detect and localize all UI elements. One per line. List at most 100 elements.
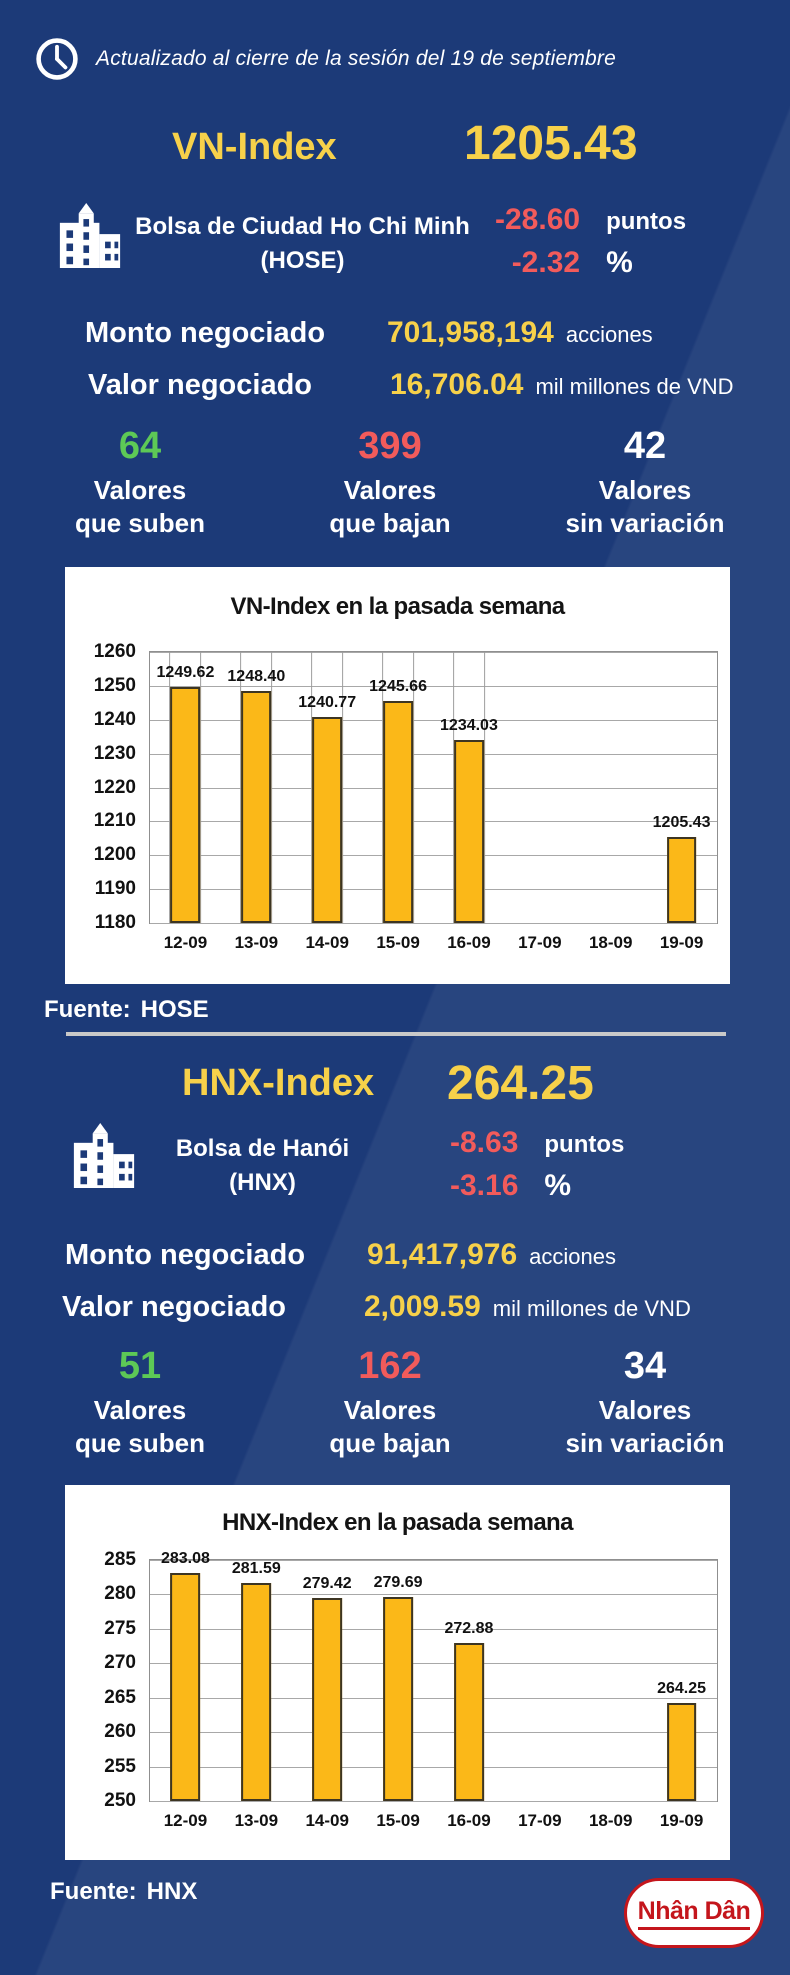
bar-12-09: [170, 687, 201, 923]
x-axis-category-label: 13-09: [234, 933, 279, 952]
hnx-exchange-name: Bolsa de Hanói (HNX): [140, 1132, 385, 1200]
x-axis-category-label: 17-09: [518, 933, 562, 952]
vn-decliners-label1: Valores: [343, 475, 437, 505]
hnx-unchanged-label2: sin variación: [565, 1428, 725, 1458]
hnx-index-value: 264.25: [447, 1057, 594, 1110]
bar-value-label: 1205.43: [652, 813, 711, 831]
chart-plot-area: 285 280 275 270 265 260 255 250 12-09 283.08 13-09…: [104, 1549, 718, 1830]
bar-value-label: 283.08: [160, 1550, 210, 1568]
bar-value-label: 281.59: [231, 1560, 281, 1578]
vn-exchange-name: Bolsa de Ciudad Ho Chi Minh (HOSE): [135, 210, 470, 278]
x-axis-category-label: 16-09: [447, 933, 491, 952]
hnx-change-points: -8.63: [450, 1126, 519, 1159]
y-gridline: [150, 821, 717, 823]
x-axis-category-label: 19-09: [659, 933, 704, 952]
hnx-exchange-name-line: Bolsa de Hanói: [175, 1135, 350, 1162]
x-axis-category-label: 18-09: [588, 933, 633, 952]
y-axis-tick-label: 1190: [94, 878, 136, 900]
x-axis-category-label: 15-09: [376, 933, 420, 952]
vn-source: Fuente: HOSE: [44, 996, 209, 1024]
y-gridline: [150, 1594, 717, 1596]
y-gridline: [150, 1766, 717, 1768]
hnx-advancers-count: 51: [118, 1345, 162, 1387]
building-icon: [73, 1123, 135, 1188]
y-axis-tick-label: 1220: [93, 776, 136, 798]
hnx-value-value: 2,009.59: [364, 1290, 481, 1323]
hnx-volume-value: 91,417,976: [367, 1238, 518, 1271]
vn-index-name: VN-Index: [172, 126, 337, 168]
bar-13-09: [241, 691, 272, 923]
vn-advancers-count: 64: [118, 425, 162, 467]
vn-unchanged-label1: Valores: [598, 475, 692, 505]
y-axis-tick-label: 1200: [93, 844, 136, 866]
vn-index-value: 1205.43: [464, 117, 638, 170]
ghost-column-line: [311, 652, 344, 923]
vn-breadth-stats: 64 Valores que suben 399 Valores que baj…: [15, 426, 775, 540]
y-gridline: [150, 1801, 717, 1802]
bar-12-09: [170, 1573, 201, 1801]
vn-volume-value: 701,958,194: [387, 316, 554, 349]
y-gridline: [150, 855, 717, 857]
hnx-source: Fuente: HNX: [50, 1878, 197, 1906]
y-gridline: [150, 1732, 717, 1734]
bar-16-09: [454, 1643, 484, 1801]
bar-15-09: [383, 1596, 413, 1801]
clock-icon: [36, 38, 78, 80]
bar-19-09: [666, 836, 697, 923]
vn-volume-unit: acciones: [565, 322, 653, 347]
vn-unchanged-label2: sin variación: [565, 508, 725, 538]
vn-decliners-count: 399: [358, 425, 422, 467]
y-gridline: [150, 1560, 717, 1561]
vn-advancers-label1: Valores: [93, 475, 187, 505]
hnx-unchanged: 34 Valores sin variación: [515, 1346, 775, 1460]
hnx-points-label: puntos: [544, 1131, 625, 1158]
x-axis-category-label: 16-09: [447, 1811, 491, 1830]
vn-exchange-name-line: Bolsa de Ciudad Ho Chi Minh: [135, 213, 470, 240]
hnx-volume-row: Monto negociado 91,417,976 acciones: [65, 1238, 616, 1272]
y-axis-tick-label: 265: [104, 1686, 136, 1708]
x-axis-category-label: 15-09: [376, 1811, 420, 1830]
x-axis-category-label: 12-09: [163, 1811, 208, 1830]
y-gridline: [150, 1663, 717, 1665]
vn-unchanged: 42 Valores sin variación: [515, 426, 775, 540]
y-axis-tick-label: 1210: [93, 810, 136, 832]
hnx-source-value: HNX: [146, 1878, 198, 1905]
y-gridline: [150, 1697, 717, 1699]
vn-decliners: 399 Valores que bajan: [265, 426, 515, 540]
y-axis-tick-label: 1250: [93, 674, 136, 696]
x-axis-category-label: 18-09: [588, 1811, 633, 1830]
hnx-unchanged-count: 34: [623, 1345, 667, 1387]
bar-14-09: [312, 717, 343, 923]
y-gridline: [150, 787, 717, 789]
vn-source-label: Fuente:: [44, 996, 131, 1023]
vn-points-label: puntos: [606, 208, 687, 235]
nhan-dan-logo: Nhân Dân: [624, 1878, 764, 1948]
x-axis-category-label: 14-09: [305, 933, 349, 952]
y-gridline: [150, 889, 717, 891]
chart-title: VN-Index en la pasada semana: [230, 593, 565, 620]
bar-value-label: 1248.40: [227, 668, 286, 686]
bar-value-label: 279.69: [373, 1573, 423, 1591]
y-gridline: [150, 923, 717, 924]
bar-value-label: 1249.62: [156, 664, 215, 682]
hnx-unchanged-label1: Valores: [598, 1395, 692, 1425]
ghost-column-line: [240, 652, 273, 923]
y-axis-tick-label: 270: [104, 1652, 136, 1674]
y-gridline: [150, 719, 717, 721]
bar-15-09: [383, 700, 413, 923]
vn-unchanged-count: 42: [623, 425, 667, 467]
y-gridline: [150, 1628, 717, 1630]
x-axis-category-label: 12-09: [163, 933, 208, 952]
hnx-decliners-label1: Valores: [343, 1395, 437, 1425]
vn-decliners-label2: que bajan: [329, 508, 451, 538]
nhan-dan-logo-text: Nhân Dân: [637, 1897, 751, 1930]
bar-value-label: 1234.03: [440, 716, 498, 734]
vn-change-points: -28.60: [495, 203, 581, 236]
vn-value-unit: mil millones de VND: [535, 374, 734, 399]
vn-change-block: -28.60 puntos -2.32 %: [495, 203, 686, 280]
vn-volume-row: Monto negociado 701,958,194 acciones: [85, 316, 653, 350]
updated-text: Actualizado al cierre de la sesión del 1…: [96, 47, 616, 70]
x-axis-category-label: 13-09: [234, 1811, 279, 1830]
bar-value-label: 272.88: [444, 1620, 494, 1638]
y-axis-tick-label: 275: [104, 1617, 136, 1639]
